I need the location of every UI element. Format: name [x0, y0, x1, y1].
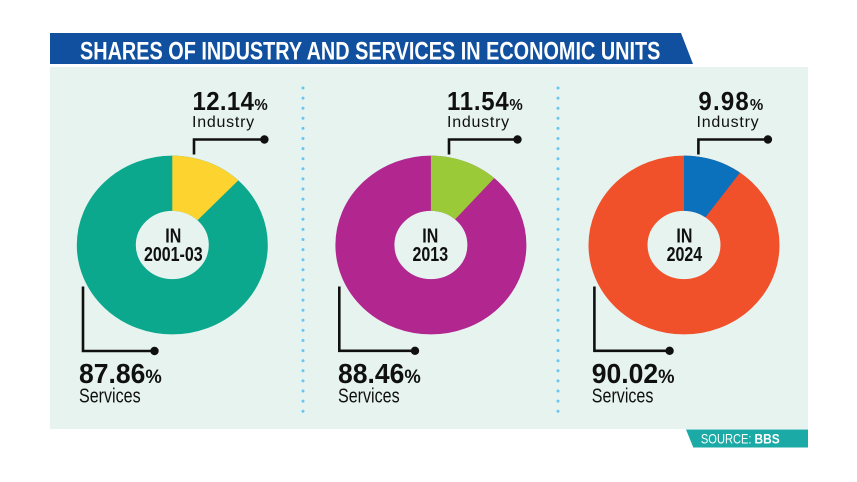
svg-text:Services: Services: [338, 383, 400, 406]
svg-text:Services: Services: [79, 383, 141, 406]
svg-text:Industry: Industry: [447, 114, 510, 131]
svg-text:BBS: BBS: [755, 432, 780, 447]
svg-text:2024: 2024: [667, 243, 703, 265]
svg-text:SOURCE:: SOURCE:: [701, 432, 752, 447]
svg-text:Industry: Industry: [192, 114, 255, 131]
svg-text:Services: Services: [592, 383, 654, 406]
svg-text:2013: 2013: [412, 243, 448, 265]
svg-text:Industry: Industry: [697, 114, 760, 131]
svg-text:2001-03: 2001-03: [144, 243, 203, 265]
svg-text:IN: IN: [422, 225, 438, 247]
svg-text:9.98%: 9.98%: [698, 88, 764, 116]
svg-text:SHARES OF INDUSTRY AND SERVICE: SHARES OF INDUSTRY AND SERVICES IN ECONO…: [80, 36, 660, 65]
svg-text:88.46%: 88.46%: [338, 357, 421, 389]
svg-text:IN: IN: [676, 225, 692, 247]
svg-text:IN: IN: [165, 225, 181, 247]
